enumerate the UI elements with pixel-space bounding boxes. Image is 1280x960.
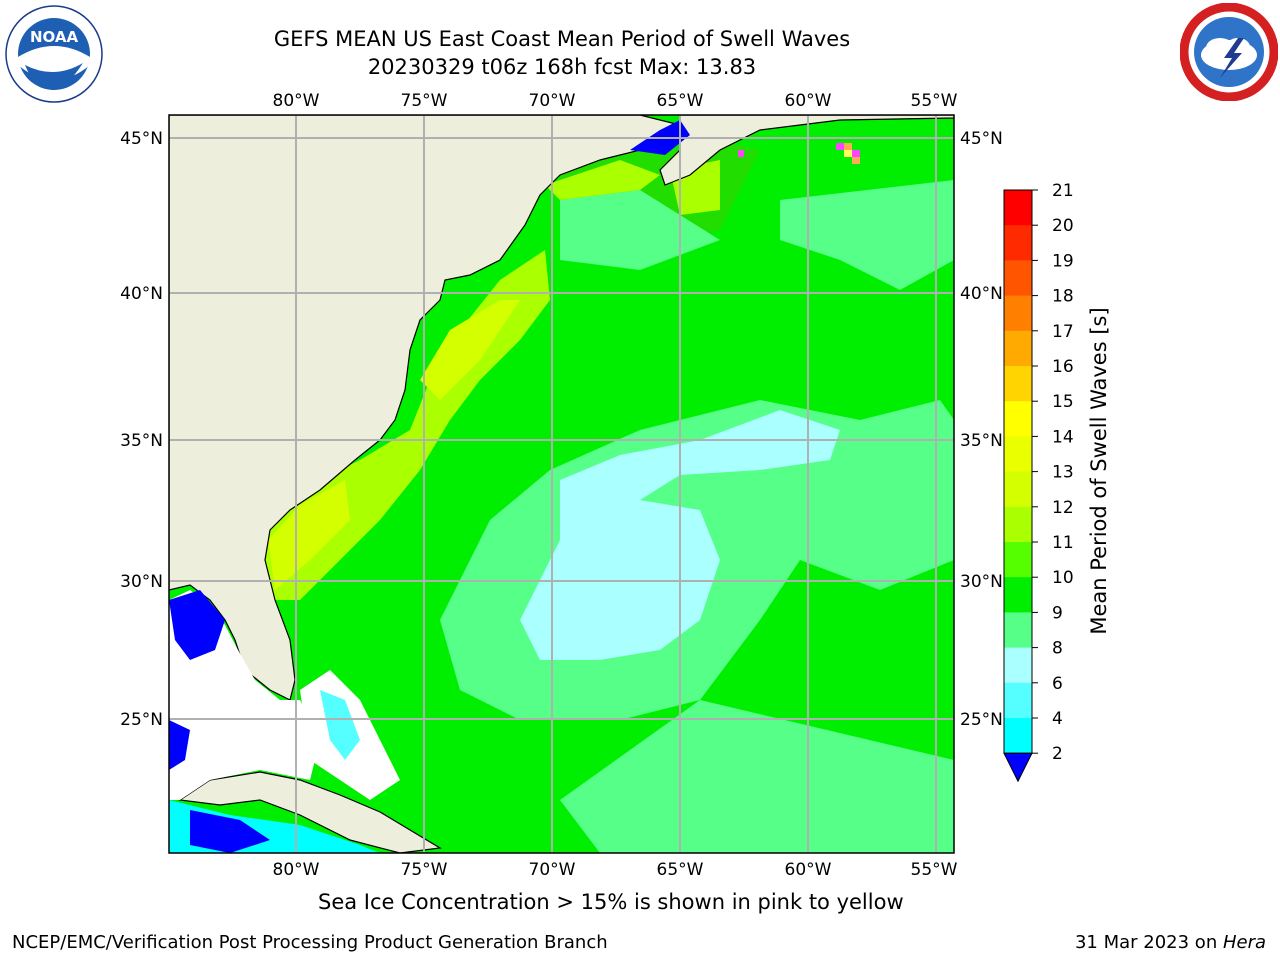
colorbar-segment bbox=[1004, 718, 1032, 754]
lon-label-top: 65°W bbox=[657, 91, 704, 111]
period-field-13-14-mid bbox=[420, 300, 520, 400]
colorbar-tick-label: 13 bbox=[1052, 463, 1074, 483]
colorbar-tick-label: 10 bbox=[1052, 568, 1074, 588]
colorbar-tick-label: 2 bbox=[1052, 744, 1063, 764]
lon-label-top: 80°W bbox=[273, 91, 320, 111]
noaa-logo-icon: NOAA bbox=[5, 5, 103, 103]
colorbar-tick-label: 15 bbox=[1052, 392, 1074, 412]
colorbar-segment bbox=[1004, 190, 1032, 226]
colorbar-segment bbox=[1004, 471, 1032, 508]
gulf-blue-south bbox=[169, 720, 190, 770]
colorbar-segment bbox=[1004, 225, 1032, 261]
colorbar-segment bbox=[1004, 682, 1032, 719]
colorbar-segment bbox=[1004, 401, 1032, 437]
lon-label-top: 75°W bbox=[401, 91, 448, 111]
period-field-12-13-north bbox=[545, 160, 660, 200]
lon-label-bottom: 80°W bbox=[273, 860, 320, 880]
colorbar-tick-label: 21 bbox=[1052, 181, 1074, 201]
colorbar-segment bbox=[1004, 330, 1032, 367]
graticule bbox=[169, 115, 954, 853]
lon-label-bottom: 70°W bbox=[529, 860, 576, 880]
colorbar-segment bbox=[1004, 260, 1032, 297]
lat-label-left: 45°N bbox=[120, 129, 163, 149]
colorbar-tick-label: 20 bbox=[1052, 216, 1074, 236]
lat-label-right: 30°N bbox=[960, 572, 1003, 592]
footer-machine: Hera bbox=[1222, 932, 1266, 953]
map-frame bbox=[168, 114, 955, 854]
lat-label-right: 45°N bbox=[960, 129, 1003, 149]
period-field-9-10-se bbox=[560, 700, 954, 853]
lat-label-right: 25°N bbox=[960, 710, 1003, 730]
colorbar-tick-label: 14 bbox=[1052, 427, 1074, 447]
colorbar-segment bbox=[1004, 542, 1032, 578]
caribbean-blue bbox=[190, 810, 270, 853]
chart-subtitle: 20230329 t06z 168h fcst Max: 13.83 bbox=[367, 55, 757, 79]
lon-label-top: 55°W bbox=[911, 91, 958, 111]
colorbar-tick-label: 6 bbox=[1052, 674, 1063, 694]
colorbar-segment bbox=[1004, 506, 1032, 543]
period-field-9-10-ne bbox=[780, 180, 954, 290]
lat-label-left: 35°N bbox=[120, 431, 163, 451]
lon-label-bottom: 65°W bbox=[657, 860, 704, 880]
footer-date-text: 31 Mar 2023 on bbox=[1074, 932, 1223, 953]
footer-credit: NCEP/EMC/Verification Post Processing Pr… bbox=[12, 932, 608, 953]
colorbar-tick-label: 16 bbox=[1052, 357, 1074, 377]
colorbar-tick-label: 17 bbox=[1052, 322, 1074, 342]
colorbar-tick-label: 12 bbox=[1052, 498, 1074, 518]
lat-label-right: 40°N bbox=[960, 284, 1003, 304]
lon-label-top: 60°W bbox=[785, 91, 832, 111]
colorbar-segment bbox=[1004, 577, 1032, 613]
colorbar-segment bbox=[1004, 612, 1032, 649]
colorbar-extend-arrow bbox=[1003, 752, 1033, 783]
lat-label-left: 40°N bbox=[120, 284, 163, 304]
colorbar: 21 20 19 18 17 16 15 14 13 12 11 10 9 8 6 4 2 bbox=[1003, 181, 1074, 783]
lat-label-right: 35°N bbox=[960, 431, 1003, 451]
lon-label-top: 70°W bbox=[529, 91, 576, 111]
colorbar-segment bbox=[1004, 295, 1032, 332]
colorbar-tick-label: 11 bbox=[1052, 533, 1074, 553]
noaa-logo-text: NOAA bbox=[30, 28, 79, 46]
lon-label-bottom: 55°W bbox=[911, 860, 958, 880]
chart-title: GEFS MEAN US East Coast Mean Period of S… bbox=[273, 27, 851, 51]
sea-ice-note-text: Sea Ice Concentration > 15% is shown in … bbox=[318, 890, 904, 914]
colorbar-segment bbox=[1004, 366, 1032, 402]
colorbar-tick-label: 18 bbox=[1052, 287, 1074, 307]
bahamas-cyan bbox=[320, 690, 360, 760]
colorbar-tick-label: 8 bbox=[1052, 639, 1063, 659]
colorbar-tick-label: 4 bbox=[1052, 709, 1063, 729]
colorbar-segment bbox=[1004, 647, 1032, 684]
colorbar-title: Mean Period of Swell Waves [s] bbox=[1087, 307, 1111, 634]
gulf-blue-shallow bbox=[169, 590, 225, 660]
sea-ice-spot bbox=[738, 143, 860, 164]
lon-label-bottom: 60°W bbox=[785, 860, 832, 880]
footer-date: 31 Mar 2023 on Hera bbox=[1075, 932, 1266, 953]
land-maritimes bbox=[659, 115, 954, 186]
colorbar-tick-label: 9 bbox=[1052, 603, 1063, 623]
lat-label-left: 25°N bbox=[120, 710, 163, 730]
nws-logo-icon bbox=[1180, 3, 1278, 101]
period-field-13-14-coast bbox=[268, 480, 350, 590]
lon-label-bottom: 75°W bbox=[401, 860, 448, 880]
colorbar-segment bbox=[1004, 436, 1032, 473]
lat-label-left: 30°N bbox=[120, 572, 163, 592]
colorbar-tick-label: 19 bbox=[1052, 251, 1074, 271]
